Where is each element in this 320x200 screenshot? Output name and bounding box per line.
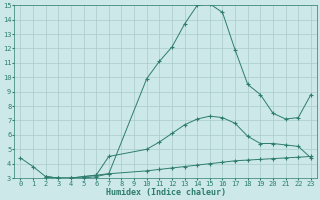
X-axis label: Humidex (Indice chaleur): Humidex (Indice chaleur) bbox=[106, 188, 226, 197]
